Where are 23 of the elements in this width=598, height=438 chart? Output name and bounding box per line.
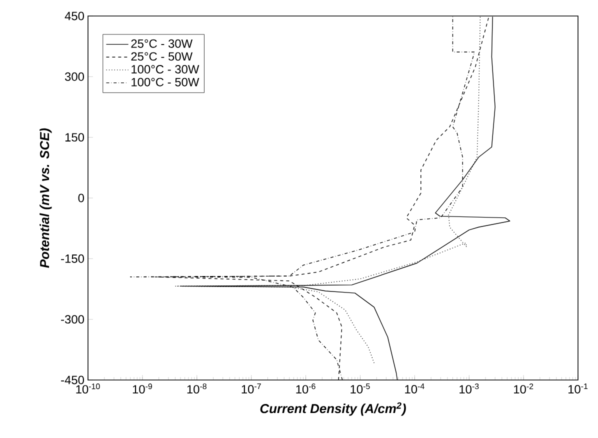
x-tick-label: 10$^{-2}$ — [514, 384, 534, 394]
y-tick-label: -300 — [61, 315, 84, 324]
y-tick-label: -150 — [61, 254, 84, 263]
legend-label: 100°C - 30W — [132, 65, 200, 74]
x-tick-label: 10$^{-8}$ — [187, 384, 206, 394]
y-axis-title: Potential (mV vs. SCE) — [40, 128, 52, 268]
legend-label: 100°C - 50W — [132, 78, 200, 86]
y-tick-label: 150 — [65, 133, 84, 142]
y-tick-label: -450 — [61, 376, 84, 384]
x-axis-title: Current Density (A/cm$^{2}$) — [260, 402, 406, 416]
x-tick-label: 10$^{-9}$ — [132, 384, 152, 394]
x-tick-label: 10$^{-4}$ — [405, 384, 424, 394]
x-tick-label: 10$^{-6}$ — [296, 384, 316, 394]
y-tick-label: 0 — [78, 194, 84, 202]
y-tick-label: 300 — [64, 72, 84, 81]
legend-label: 25°C - 50W — [131, 52, 193, 61]
y-tick-label: 450 — [64, 12, 84, 20]
x-tick-label: 10$^{-7}$ — [242, 384, 261, 394]
x-tick-label: 10$^{-10}$ — [76, 384, 100, 394]
x-tick-label: 10$^{-1}$ — [568, 384, 588, 394]
x-tick-label: 10$^{-5}$ — [350, 384, 370, 394]
x-tick-label: 10$^{-3}$ — [460, 384, 479, 394]
legend-label: 25°C - 30W — [131, 39, 193, 48]
